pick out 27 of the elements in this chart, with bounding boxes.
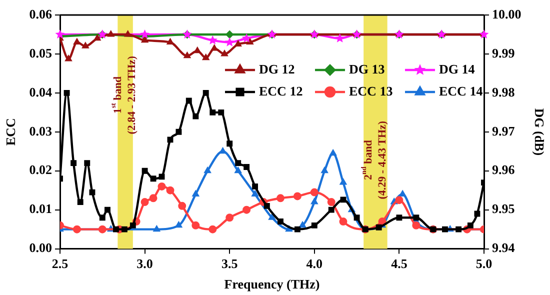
y-axis-title: ECC	[3, 118, 18, 146]
y-tick-label: 0.01	[29, 201, 52, 216]
y2-tick-label: 9.94	[492, 240, 516, 256]
x-tick-label: 2.5	[52, 256, 69, 271]
x-tick-label: 4.0	[306, 256, 323, 271]
x-tick-label: 3.0	[136, 256, 153, 271]
y-tick-label: 0.02	[29, 162, 52, 178]
y2-tick-label: 9.96	[492, 162, 516, 178]
y-tick-label: 0.04	[29, 84, 52, 100]
x-tick-label: 4.5	[391, 256, 408, 271]
y2-tick-label: 9.97	[492, 123, 516, 138]
y2-axis-title: DG (dB)	[532, 108, 547, 156]
y2-tick-label: 9.98	[492, 84, 516, 100]
x-tick-label: 5.0	[476, 256, 492, 271]
legend-label: ECC 12	[259, 83, 303, 98]
y2-tick-label: 10.00	[492, 6, 522, 22]
y-tick-label: 0.05	[29, 45, 52, 60]
legend-label: ECC 14	[439, 83, 484, 98]
legend-label: DG 14	[439, 61, 476, 76]
legend-label: DG 12	[259, 61, 295, 76]
y-tick-label: 0.03	[29, 123, 52, 138]
y-tick-label: 0.06	[29, 6, 52, 22]
y2-tick-label: 9.95	[492, 201, 516, 216]
y-tick-label: 0.00	[29, 240, 52, 256]
y2-tick-label: 9.99	[492, 45, 516, 60]
x-axis-title: Frequency (THz)	[224, 276, 320, 292]
x-tick-label: 3.5	[221, 256, 238, 271]
